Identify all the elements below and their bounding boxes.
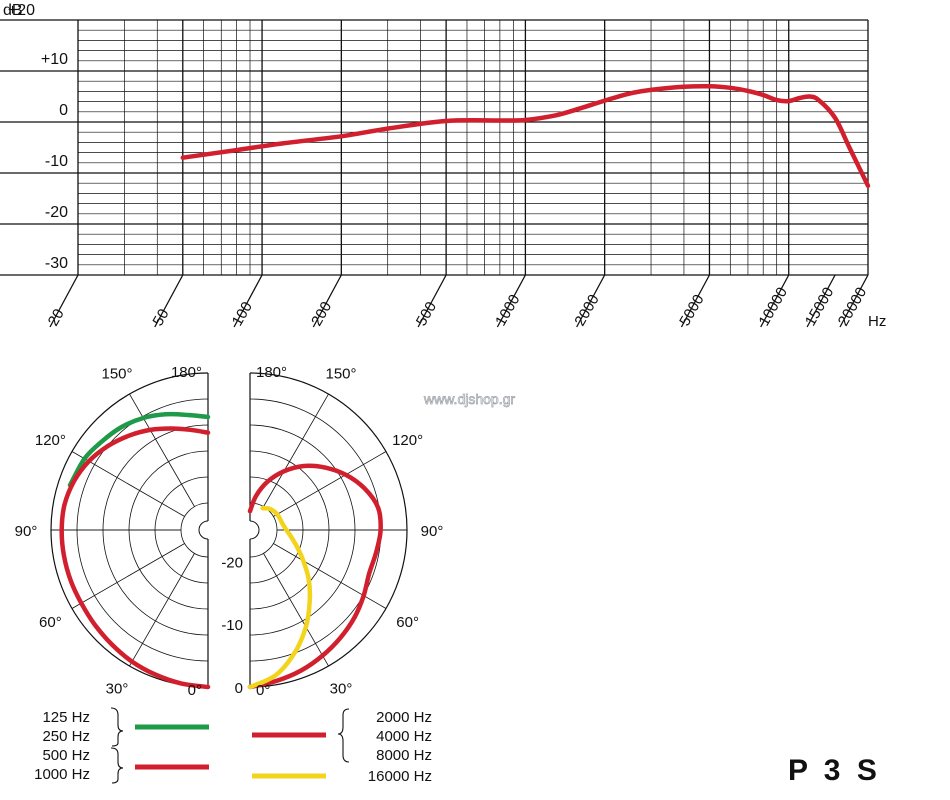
polar-angle-label: 0°: [188, 682, 202, 699]
x-tick-label: 50: [150, 306, 173, 329]
legend-label: 250 Hz: [42, 728, 90, 745]
x-tick-label: 20: [45, 306, 68, 329]
x-tick-mark: [806, 274, 836, 328]
x-tick-label: 100: [229, 299, 256, 329]
x-tick-mark: [576, 274, 606, 328]
frequency-grid: [0, 19, 869, 276]
y-axis-tick-labels: +20 +10 0 -10 -20 -30: [8, 2, 68, 272]
polar-spoke: [273, 543, 387, 609]
watermark-text: www.djshop.gr: [423, 391, 515, 407]
legend-label: 500 Hz: [42, 747, 90, 764]
polar-angle-label: 120°: [392, 432, 423, 449]
frequency-response-chart: +20 +10 0 -10 -20 -30 20 50 100 200 500 1000 2000 50…: [0, 2, 886, 330]
y-tick-label: 0: [59, 102, 68, 119]
polar-angle-label: 60°: [396, 614, 419, 631]
polar-pattern-chart: 0° 0° 30° 30° 60° 60° 90° 90° 120° 120° 150° 150° 18…: [15, 364, 444, 699]
x-tick-mark: [680, 274, 711, 328]
x-tick-label: 2000: [571, 292, 602, 329]
polar-radial-label: -20: [221, 554, 243, 571]
polar-spoke: [273, 451, 387, 517]
legend-brace: [337, 708, 350, 763]
polar-spoke: [129, 393, 195, 507]
x-tick-label: 500: [413, 299, 440, 329]
polar-spoke: [71, 543, 185, 609]
x-tick-mark: [417, 274, 447, 328]
x-tick-label: 1000: [492, 292, 523, 329]
polar-angle-label: 30°: [106, 681, 129, 698]
polar-angle-label: 180°: [256, 364, 287, 381]
polar-spoke: [263, 553, 329, 667]
polar-angle-label: 120°: [35, 432, 66, 449]
polar-angle-label: 90°: [15, 523, 38, 540]
polar-curve-left-0: [67, 411, 211, 488]
polar-left-grid: [50, 372, 209, 688]
polar-angle-label: 180°: [171, 364, 202, 381]
polar-center: [249, 520, 260, 540]
y-tick-label: +10: [41, 51, 68, 68]
polar-curve-left-1: [59, 426, 211, 690]
x-tick-label: 20000: [835, 284, 871, 329]
legend-label: 125 Hz: [42, 709, 90, 726]
polar-spoke: [263, 393, 329, 507]
polar-radial-label: -10: [221, 617, 243, 634]
x-tick-label: 5000: [676, 292, 707, 329]
polar-angle-label: 0°: [256, 682, 270, 699]
legend-label: 2000 Hz: [376, 709, 432, 726]
model-name: P 3 S: [788, 754, 881, 787]
x-tick-label: 10000: [755, 284, 791, 329]
legend-label: 16000 Hz: [368, 768, 432, 785]
polar-radial-labels: -20 -10 0: [221, 554, 243, 697]
x-tick-label: 200: [308, 299, 335, 329]
x-tick-mark: [839, 274, 869, 328]
legend-label: 4000 Hz: [376, 728, 432, 745]
x-tick-mark: [312, 274, 342, 328]
polar-center: [198, 520, 209, 540]
polar-curves: [59, 411, 383, 690]
legend-label: 1000 Hz: [34, 766, 90, 783]
polar-angle-label: 30°: [330, 681, 353, 698]
polar-curve-right-3: [247, 505, 313, 690]
polar-ring: [180, 502, 209, 558]
polar-radial-label: 0: [235, 680, 243, 697]
x-tick-mark: [496, 274, 526, 328]
polar-curve-right-2: [247, 463, 383, 690]
polar-angle-label: 150°: [101, 365, 132, 382]
x-tick-mark: [49, 274, 79, 328]
legend-label: 8000 Hz: [376, 747, 432, 764]
legend: 125 Hz 250 Hz 500 Hz 1000 Hz 2000 Hz 400…: [34, 707, 432, 785]
x-tick-mark: [154, 274, 184, 328]
y-tick-label: -20: [45, 204, 68, 221]
x-tick-label: 15000: [802, 284, 838, 329]
y-axis-unit-label: dB: [3, 2, 23, 19]
x-tick-mark: [760, 274, 790, 328]
polar-angle-label: 90°: [421, 523, 444, 540]
polar-spoke: [129, 553, 195, 667]
legend-brace: [110, 747, 124, 784]
frequency-response-curve: [180, 83, 871, 189]
polar-right-grid: [249, 372, 408, 688]
x-axis-unit-label: Hz: [868, 313, 886, 330]
polar-angle-label: 60°: [39, 614, 62, 631]
y-tick-label: -30: [45, 255, 68, 272]
polar-angle-labels: 0° 0° 30° 30° 60° 60° 90° 90° 120° 120° 150° 150° 18…: [15, 364, 444, 699]
y-tick-label: -10: [45, 153, 68, 170]
polar-angle-label: 150°: [325, 365, 356, 382]
legend-brace: [110, 707, 124, 747]
x-tick-mark: [233, 274, 263, 328]
y-tick-label: +20: [8, 2, 35, 19]
